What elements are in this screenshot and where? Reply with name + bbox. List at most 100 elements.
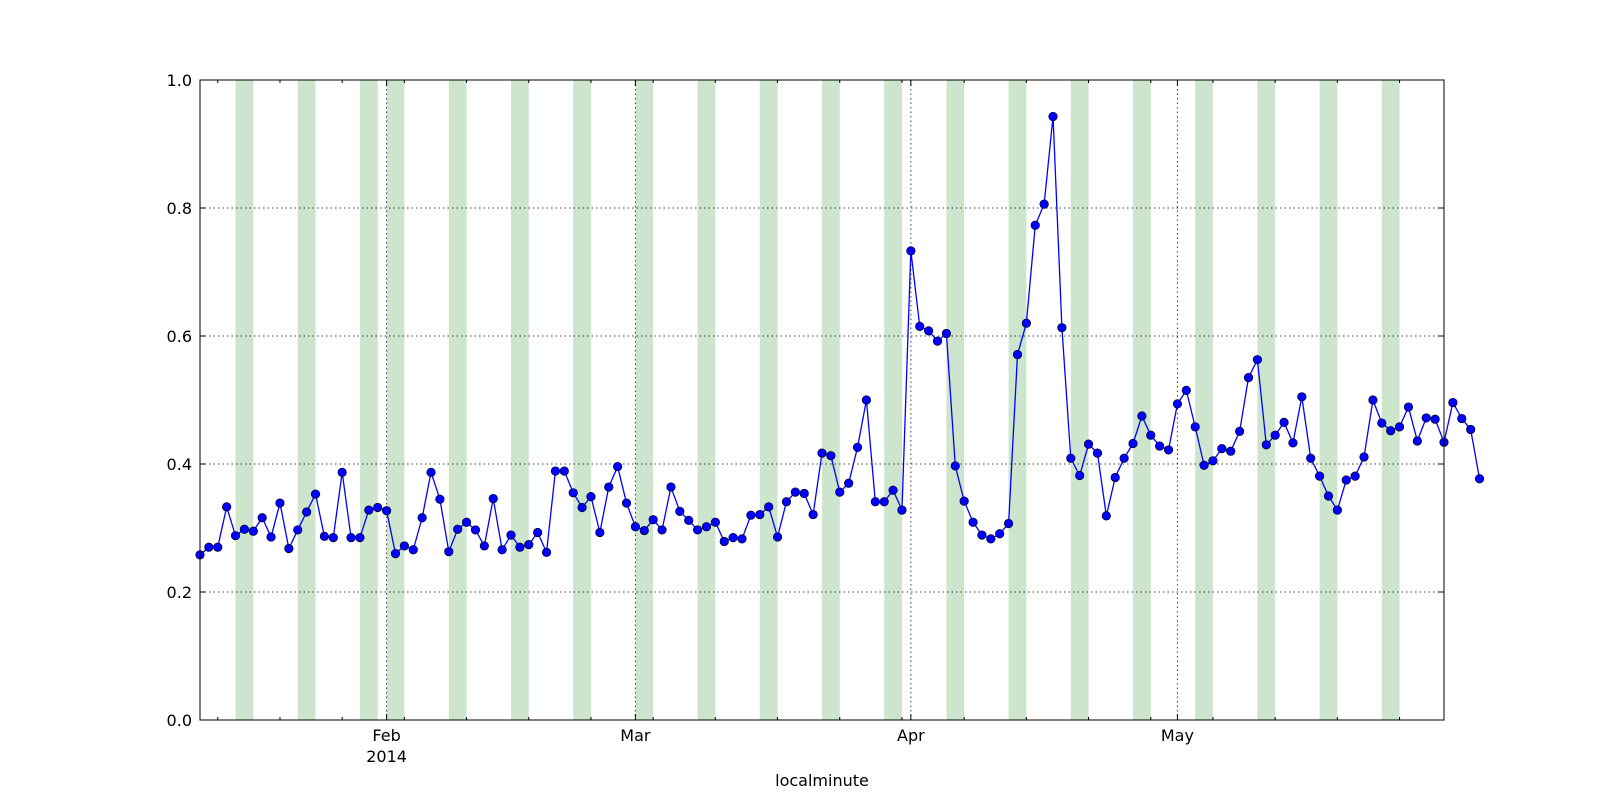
data-point	[1119, 453, 1129, 463]
data-point	[346, 532, 356, 543]
data-point	[1066, 453, 1076, 463]
data-point	[950, 461, 960, 471]
data-point	[817, 448, 827, 458]
data-point	[1403, 402, 1414, 412]
data-point	[1012, 349, 1023, 360]
data-point	[995, 529, 1005, 539]
data-point	[1039, 199, 1049, 209]
weekend-band	[1319, 80, 1338, 720]
data-point	[1146, 430, 1156, 440]
plot-frame	[199, 79, 1445, 721]
data-point	[844, 478, 854, 488]
data-point	[879, 497, 889, 507]
data-point	[1341, 475, 1351, 485]
data-point	[648, 515, 658, 525]
data-point	[515, 542, 525, 552]
data-point	[1474, 474, 1485, 484]
data-point	[861, 395, 872, 405]
data-point	[408, 545, 418, 555]
data-point	[790, 487, 800, 497]
data-point	[835, 487, 845, 497]
data-point	[1181, 385, 1191, 396]
data-point	[1457, 413, 1467, 424]
data-point	[1128, 438, 1138, 449]
data-point	[1270, 430, 1280, 440]
tick-layer	[200, 79, 1444, 721]
data-point	[373, 502, 383, 513]
data-point	[1323, 491, 1334, 501]
data-point	[1466, 424, 1476, 435]
weekend-band	[1070, 80, 1089, 720]
data-point	[1243, 373, 1254, 383]
data-point	[204, 542, 214, 552]
data-point	[524, 540, 534, 550]
y-tick-label: 0.8	[167, 199, 192, 218]
data-point	[906, 246, 916, 256]
data-point	[1368, 395, 1378, 405]
data-point	[1306, 453, 1316, 463]
weekend-band	[511, 80, 529, 720]
weekend-band	[386, 80, 405, 720]
data-point	[1083, 439, 1094, 449]
data-point	[1377, 418, 1387, 428]
data-point	[666, 482, 676, 492]
data-point	[586, 492, 596, 502]
data-point	[328, 532, 338, 543]
data-point	[772, 532, 783, 542]
data-point	[1075, 470, 1085, 481]
data-point	[941, 328, 952, 339]
weekend-band	[884, 80, 902, 720]
weekend-band	[822, 80, 840, 720]
data-point	[1110, 472, 1120, 483]
weekend-band	[235, 80, 254, 720]
data-point	[533, 527, 543, 538]
data-point	[1297, 392, 1307, 402]
data-point	[1235, 426, 1245, 436]
data-point	[239, 524, 250, 534]
data-point	[1279, 417, 1289, 428]
data-point	[577, 502, 587, 513]
data-point	[284, 543, 294, 554]
data-point	[1155, 441, 1165, 451]
data-point	[390, 548, 401, 559]
y-tick-label: 0.4	[167, 455, 192, 474]
x-tick-label: Mar	[620, 726, 651, 745]
x-tick-label: Apr	[897, 726, 925, 745]
data-point	[1448, 397, 1458, 408]
data-point	[266, 532, 276, 542]
data-point	[568, 488, 578, 498]
data-point	[621, 498, 632, 508]
tick-label-layer: 0.0 0.2 0.4 0.6 0.8 1.0 Feb 2014 Mar Apr May	[167, 71, 1194, 766]
x-tick-label: May	[1161, 726, 1194, 745]
data-point	[1208, 456, 1218, 466]
data-point	[897, 505, 907, 515]
data-point	[541, 547, 552, 557]
data-point	[781, 497, 792, 507]
data-point	[1021, 318, 1031, 328]
weekend-band	[759, 80, 778, 720]
data-point	[595, 527, 605, 538]
data-point	[355, 532, 365, 543]
weekend-band	[1381, 80, 1400, 720]
data-point	[1421, 413, 1431, 423]
data-point	[293, 525, 303, 535]
data-point	[630, 522, 641, 532]
data-point	[755, 509, 765, 520]
data-point	[1172, 399, 1183, 409]
data-point	[737, 534, 747, 544]
data-point	[213, 542, 223, 552]
data-point	[1092, 448, 1103, 458]
data-point	[657, 525, 667, 535]
weekend-band	[297, 80, 316, 720]
data-point	[728, 532, 738, 543]
data-point	[613, 461, 623, 472]
data-point	[364, 505, 374, 515]
data-point	[479, 541, 489, 551]
data-point	[382, 506, 392, 516]
data-point	[417, 513, 427, 523]
data-point	[684, 515, 694, 525]
data-point	[1430, 414, 1440, 424]
data-point	[924, 326, 934, 336]
data-point	[968, 517, 978, 527]
